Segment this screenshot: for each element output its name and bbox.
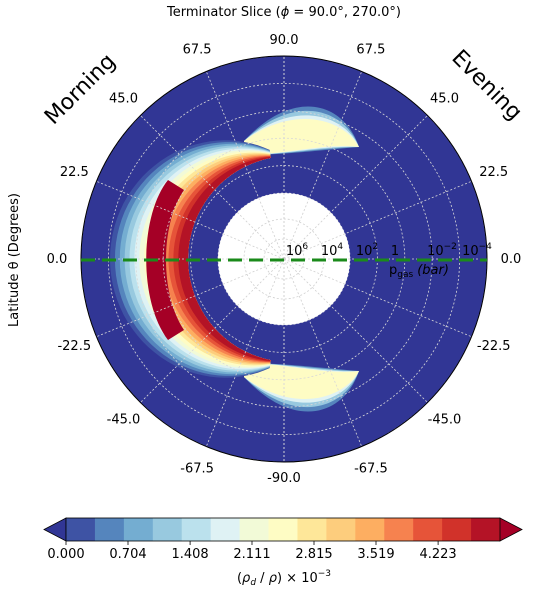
colorbar: 0.000 0.704 1.408 2.111 2.815 3.519 4.223 (ρd … bbox=[43, 517, 523, 588]
colorbar-bin bbox=[152, 518, 183, 541]
latitude-tick-label: 0.0 bbox=[47, 252, 68, 267]
colorbar-tick-label: 3.519 bbox=[357, 547, 394, 562]
dust-level-15 bbox=[178, 156, 271, 362]
latitude-tick-label: 45.0 bbox=[430, 92, 459, 107]
pressure-tick-labels: 106 104 102 1 10−2 10−4 bbox=[286, 242, 492, 259]
colorbar-tick-label: 1.408 bbox=[171, 547, 208, 562]
colorbar-extend-low bbox=[43, 517, 67, 542]
colorbar-bin bbox=[239, 518, 270, 541]
latitude-tick-label: -22.5 bbox=[477, 339, 511, 354]
colorbar-tick-label: 0.704 bbox=[109, 547, 146, 562]
colorbar-tick-label: 4.223 bbox=[419, 547, 456, 562]
colorbar-tick-label: 0.000 bbox=[47, 547, 84, 562]
latitude-tick-label: 90.0 bbox=[270, 33, 299, 48]
colorbar-extend-high bbox=[499, 517, 523, 542]
colorbar-tick-label: 2.111 bbox=[233, 547, 270, 562]
inner-spoke bbox=[283, 197, 310, 260]
inner-spoke bbox=[283, 258, 331, 306]
colorbar-bin bbox=[442, 518, 472, 541]
colorbar-bin bbox=[94, 518, 125, 541]
latitude-tick-label: -90.0 bbox=[267, 471, 301, 486]
dust-tail-8 bbox=[244, 363, 359, 399]
latitude-tick-label: 67.5 bbox=[183, 42, 212, 57]
colorbar-bin bbox=[471, 518, 501, 541]
colorbar-bin bbox=[384, 518, 414, 541]
inner-spoke bbox=[237, 258, 285, 306]
inner-spoke bbox=[237, 212, 285, 260]
pressure-tick-label: 1 bbox=[391, 244, 399, 259]
latitude-tick-label: 0.0 bbox=[501, 252, 522, 267]
inner-spoke bbox=[283, 258, 310, 321]
latitude-tick-label: -45.0 bbox=[428, 413, 462, 428]
dust-field bbox=[110, 106, 359, 412]
latitude-tick-labels: 90.0 67.5 67.5 45.0 45.0 22.5 22.5 0.0 0.0 -22.5 -… bbox=[47, 33, 522, 486]
inner-spoke bbox=[222, 233, 285, 260]
pressure-axis-label: pgas (bar) bbox=[389, 263, 449, 280]
latitude-tick-label: -45.0 bbox=[107, 413, 141, 428]
polar-plot bbox=[80, 55, 488, 463]
latitude-tick-label: 22.5 bbox=[60, 165, 89, 180]
colorbar-bin bbox=[181, 518, 212, 541]
colorbar-label: (ρd / ρ) × 10−3 bbox=[237, 569, 331, 588]
colorbar-bin bbox=[297, 518, 327, 541]
colorbar-bin bbox=[355, 518, 385, 541]
inner-spoke bbox=[283, 233, 346, 260]
pressure-tick-label: 10−2 bbox=[427, 242, 457, 259]
inner-spoke bbox=[283, 212, 331, 260]
colorbar-bin bbox=[66, 518, 96, 541]
colorbar-tick-labels: 0.000 0.704 1.408 2.111 2.815 3.519 4.223 bbox=[47, 541, 457, 562]
inner-spoke bbox=[283, 258, 346, 285]
colorbar-bin bbox=[268, 518, 298, 541]
pressure-tick-label: 102 bbox=[356, 242, 378, 259]
latitude-tick-label: -67.5 bbox=[180, 462, 214, 477]
pressure-tick-label: 10−4 bbox=[462, 242, 492, 259]
chart-title: Terminator Slice (ϕ = 90.0°, 270.0°) bbox=[166, 5, 401, 20]
y-axis-label: Latitude θ (Degrees) bbox=[7, 193, 22, 327]
morning-label: Morning bbox=[40, 49, 121, 130]
colorbar-bin bbox=[413, 518, 443, 541]
evening-label: Evening bbox=[446, 45, 526, 125]
inner-spoke bbox=[258, 258, 285, 321]
pressure-tick-label: 106 bbox=[286, 242, 309, 259]
latitude-tick-label: 45.0 bbox=[109, 92, 138, 107]
inner-spoke bbox=[222, 258, 285, 285]
latitude-tick-label: -22.5 bbox=[57, 339, 91, 354]
dust-tail-8 bbox=[244, 119, 359, 155]
latitude-tick-label: 67.5 bbox=[356, 42, 385, 57]
colorbar-frame bbox=[65, 517, 501, 542]
colorbar-bin bbox=[123, 518, 154, 541]
latitude-tick-label: -67.5 bbox=[354, 462, 388, 477]
colorbar-tick-label: 2.815 bbox=[295, 547, 332, 562]
colorbar-bin bbox=[210, 518, 241, 541]
colorbar-bin bbox=[326, 518, 356, 541]
latitude-tick-label: 22.5 bbox=[479, 165, 508, 180]
inner-spoke bbox=[258, 197, 285, 260]
pressure-tick-label: 104 bbox=[321, 242, 344, 259]
